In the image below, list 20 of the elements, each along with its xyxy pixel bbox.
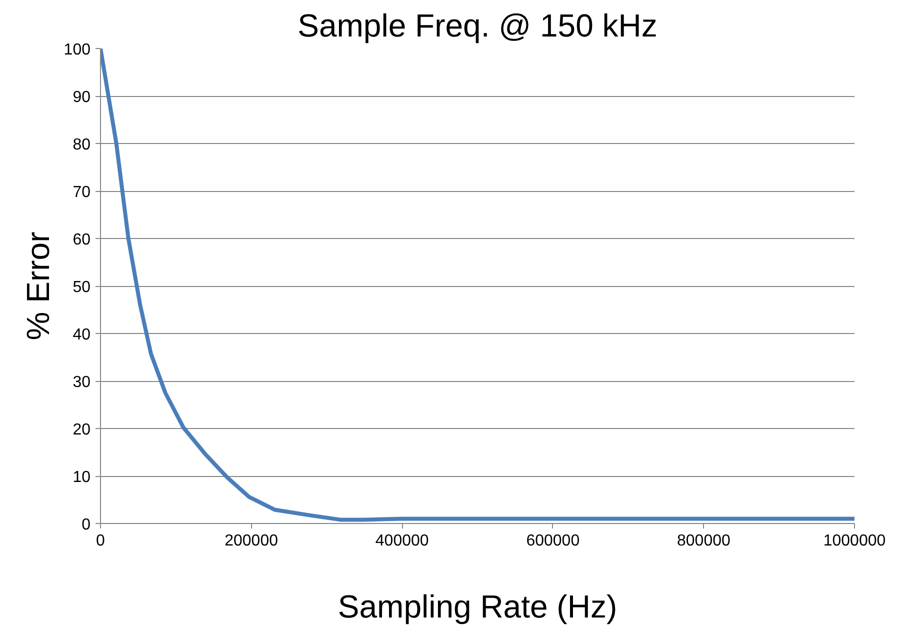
y-tick-label: 0 — [82, 516, 91, 534]
y-tick-label: 70 — [72, 184, 91, 201]
y-tick-label: 100 — [64, 42, 91, 58]
x-tick-label: 400000 — [375, 532, 429, 550]
y-axis-title: % Error — [20, 231, 56, 340]
x-tick-label: 600000 — [526, 532, 580, 550]
y-tick-label: 10 — [72, 469, 91, 486]
y-tick-label: 80 — [72, 136, 91, 154]
chart-title: Sample Freq. @ 150 kHz — [298, 8, 658, 44]
x-tick-label: 1000000 — [823, 532, 886, 550]
x-tick-label: 200000 — [224, 532, 278, 550]
x-tick-label: 0 — [96, 532, 106, 550]
y-tick-label: 50 — [72, 279, 91, 296]
x-axis-title: Sampling Rate (Hz) — [338, 588, 618, 624]
y-tick-label: 60 — [72, 232, 91, 248]
y-tick-label: 20 — [72, 422, 91, 438]
y-tick-label: 90 — [72, 89, 91, 106]
y-tick-label: 40 — [72, 326, 91, 344]
x-tick-label: 800000 — [677, 532, 730, 550]
y-tick-label: 30 — [72, 374, 91, 391]
